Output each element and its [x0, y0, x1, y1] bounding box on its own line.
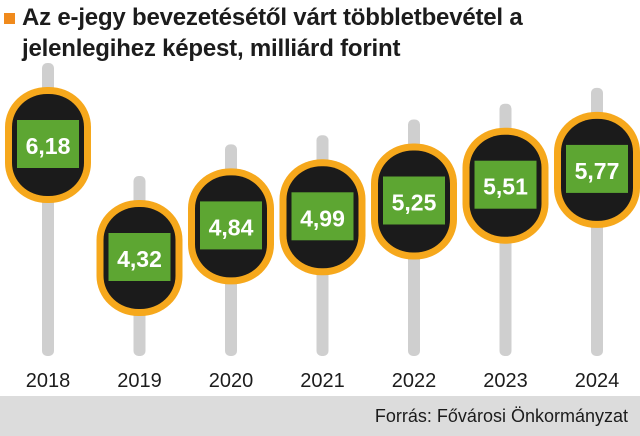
value-label: 4,32 [117, 246, 162, 272]
value-label: 5,25 [392, 190, 437, 216]
year-label: 2022 [392, 370, 437, 392]
sign-2023: 5,51 2023 [462, 103, 549, 392]
title-marker [4, 13, 15, 24]
value-box [108, 233, 171, 281]
year-label: 2024 [575, 370, 620, 392]
year-label: 2018 [26, 370, 71, 392]
chart: 6,18 2018 4,32 2019 4,84 2020 4,99 2021 5,25 2022… [5, 63, 640, 392]
value-label: 5,51 [483, 174, 528, 200]
value-label: 4,84 [209, 214, 254, 240]
value-label: 5,77 [575, 158, 620, 184]
value-box [200, 201, 262, 250]
sign-2021: 4,99 2021 [279, 135, 366, 392]
value-box [291, 192, 354, 241]
value-label: 4,99 [300, 205, 345, 231]
value-box [566, 144, 628, 193]
footer-bar: Forrás: Fővárosi Önkormányzat [0, 396, 640, 436]
year-label: 2021 [300, 370, 345, 392]
value-box [17, 120, 79, 168]
sign-2024: 5,77 2024 [554, 87, 640, 392]
year-label: 2019 [117, 370, 162, 392]
sign-2018: 6,18 2018 [5, 63, 91, 392]
sign-2022: 5,25 2022 [371, 119, 457, 392]
source-note: Forrás: Fővárosi Önkormányzat [374, 406, 628, 426]
value-box [383, 176, 445, 225]
value-label: 6,18 [26, 133, 71, 159]
value-box [474, 160, 537, 209]
year-label: 2020 [209, 370, 254, 392]
year-label: 2023 [483, 370, 528, 392]
sign-2019: 4,32 2019 [96, 176, 183, 392]
sign-2020: 4,84 2020 [188, 144, 274, 392]
chart-title: Az e-jegy bevezetésétől várt többletbevé… [22, 4, 523, 62]
